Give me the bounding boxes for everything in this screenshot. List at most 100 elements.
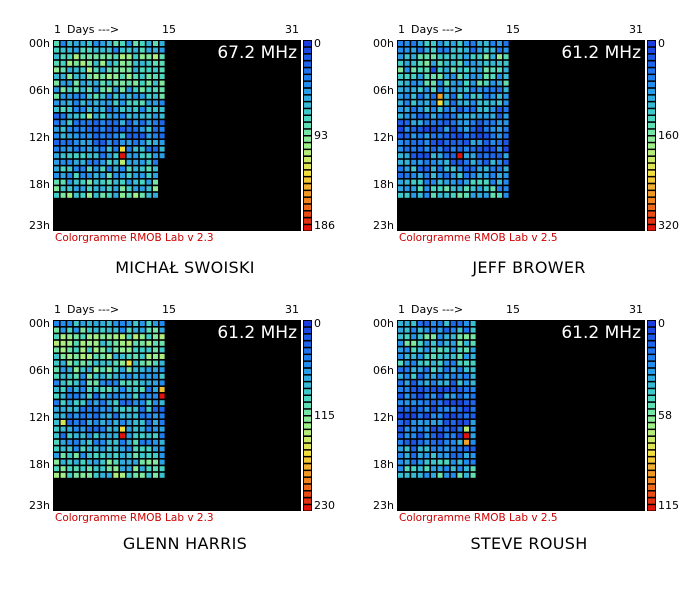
heatmap-cell: [146, 459, 152, 465]
heatmap-cell: [120, 360, 125, 366]
heatmap-cell: [100, 100, 106, 106]
color-scale-swatch: [648, 450, 655, 456]
heatmap-cell: [67, 192, 73, 198]
heatmap-cell: [503, 107, 509, 112]
heatmap-cell: [73, 400, 79, 406]
heatmap-cell: [437, 87, 443, 93]
heatmap-cell: [126, 186, 132, 192]
heatmap-cell: [464, 93, 469, 99]
heatmap-cell: [133, 153, 139, 159]
heatmap-cell: [431, 192, 436, 198]
heatmap-cell: [424, 453, 430, 458]
heatmap-cell: [490, 159, 496, 165]
heatmap-cell: [424, 41, 430, 46]
heatmap-cell: [497, 80, 502, 86]
heatmap-cell: [106, 400, 112, 406]
color-scale-swatch: [304, 47, 311, 54]
heatmap-cell: [464, 41, 469, 46]
heatmap-cell: [87, 380, 92, 386]
heatmap-cell: [497, 120, 502, 126]
heatmap-cell: [477, 133, 483, 139]
heatmap-cell: [87, 327, 92, 333]
heatmap-cell: [80, 340, 86, 346]
heatmap-cell: [431, 367, 436, 373]
heatmap-cell: [60, 60, 66, 66]
heatmap-cell: [139, 420, 145, 425]
heatmap-cell: [503, 186, 509, 192]
heatmap-cell: [87, 433, 92, 439]
heatmap-cell: [457, 80, 463, 86]
heatmap-cell: [153, 120, 158, 126]
heatmap-cell: [431, 140, 436, 145]
heatmap-cell: [60, 321, 66, 326]
heatmap-cell: [424, 413, 430, 419]
heatmap-cell: [159, 433, 165, 439]
heatmap-cell: [444, 472, 450, 478]
heatmap-cell: [126, 146, 132, 152]
heatmap-cell: [87, 186, 92, 192]
heatmap-cell: [126, 354, 132, 359]
color-scale-swatch: [304, 457, 311, 463]
heatmap-cell: [398, 41, 403, 46]
heatmap-cell: [73, 100, 79, 106]
heatmap-cell: [477, 54, 483, 60]
heatmap-cell: [417, 54, 423, 60]
heatmap-cell: [424, 146, 430, 152]
heatmap-cell: [450, 74, 456, 79]
heatmap-cell: [87, 453, 92, 458]
heatmap-cell: [437, 426, 443, 432]
heatmap-cell: [411, 133, 417, 139]
heatmap-cell: [444, 87, 450, 93]
heatmap-cell: [120, 446, 125, 452]
color-scale-swatch: [304, 163, 311, 170]
y-tick-label: 00h: [29, 317, 50, 330]
heatmap-cell: [411, 354, 417, 359]
heatmap-cell: [93, 466, 99, 472]
heatmap-cell: [398, 60, 403, 66]
heatmap-cell: [54, 87, 59, 93]
heatmap-cell: [93, 47, 99, 53]
heatmap-cell: [450, 80, 456, 86]
heatmap-cell: [470, 126, 476, 132]
heatmap-cell: [146, 327, 152, 333]
heatmap-cell: [80, 334, 86, 340]
heatmap-cell: [106, 420, 112, 425]
heatmap-cell: [133, 387, 139, 392]
heatmap-cell: [483, 74, 489, 79]
heatmap-cell: [470, 387, 476, 392]
heatmap-cell: [404, 393, 410, 399]
heatmap-cell: [60, 367, 66, 373]
heatmap-cell: [139, 133, 145, 139]
heatmap-cell: [80, 140, 86, 145]
heatmap-cell: [139, 173, 145, 178]
heatmap-cell: [437, 153, 443, 159]
heatmap-cell: [159, 334, 165, 340]
heatmap-cell: [93, 321, 99, 326]
heatmap-cell: [457, 120, 463, 126]
heatmap-cell: [126, 153, 132, 159]
heatmap-cell: [133, 133, 139, 139]
heatmap-cell: [67, 133, 73, 139]
heatmap-cell: [80, 159, 86, 165]
heatmap-cell: [159, 439, 165, 445]
heatmap-cell: [398, 387, 403, 392]
heatmap-cell: [146, 133, 152, 139]
heatmap-cell: [139, 126, 145, 132]
x-axis-start-label: 1: [54, 303, 61, 316]
heatmap-cell: [80, 67, 86, 73]
heatmap-cell: [100, 321, 106, 326]
station-name: STEVE ROUSH: [470, 534, 588, 553]
heatmap-cell: [411, 153, 417, 159]
heatmap-cell: [431, 321, 436, 326]
heatmap-cell: [490, 47, 496, 53]
heatmap-cell: [437, 446, 443, 452]
heatmap-cell: [417, 100, 423, 106]
heatmap-cell: [437, 47, 443, 53]
heatmap-cell: [483, 186, 489, 192]
heatmap-cell: [411, 459, 417, 465]
heatmap-cell: [424, 186, 430, 192]
heatmap-cell: [120, 179, 125, 185]
heatmap-cell: [411, 159, 417, 165]
heatmap-cell: [437, 80, 443, 86]
heatmap-cell: [153, 67, 158, 73]
